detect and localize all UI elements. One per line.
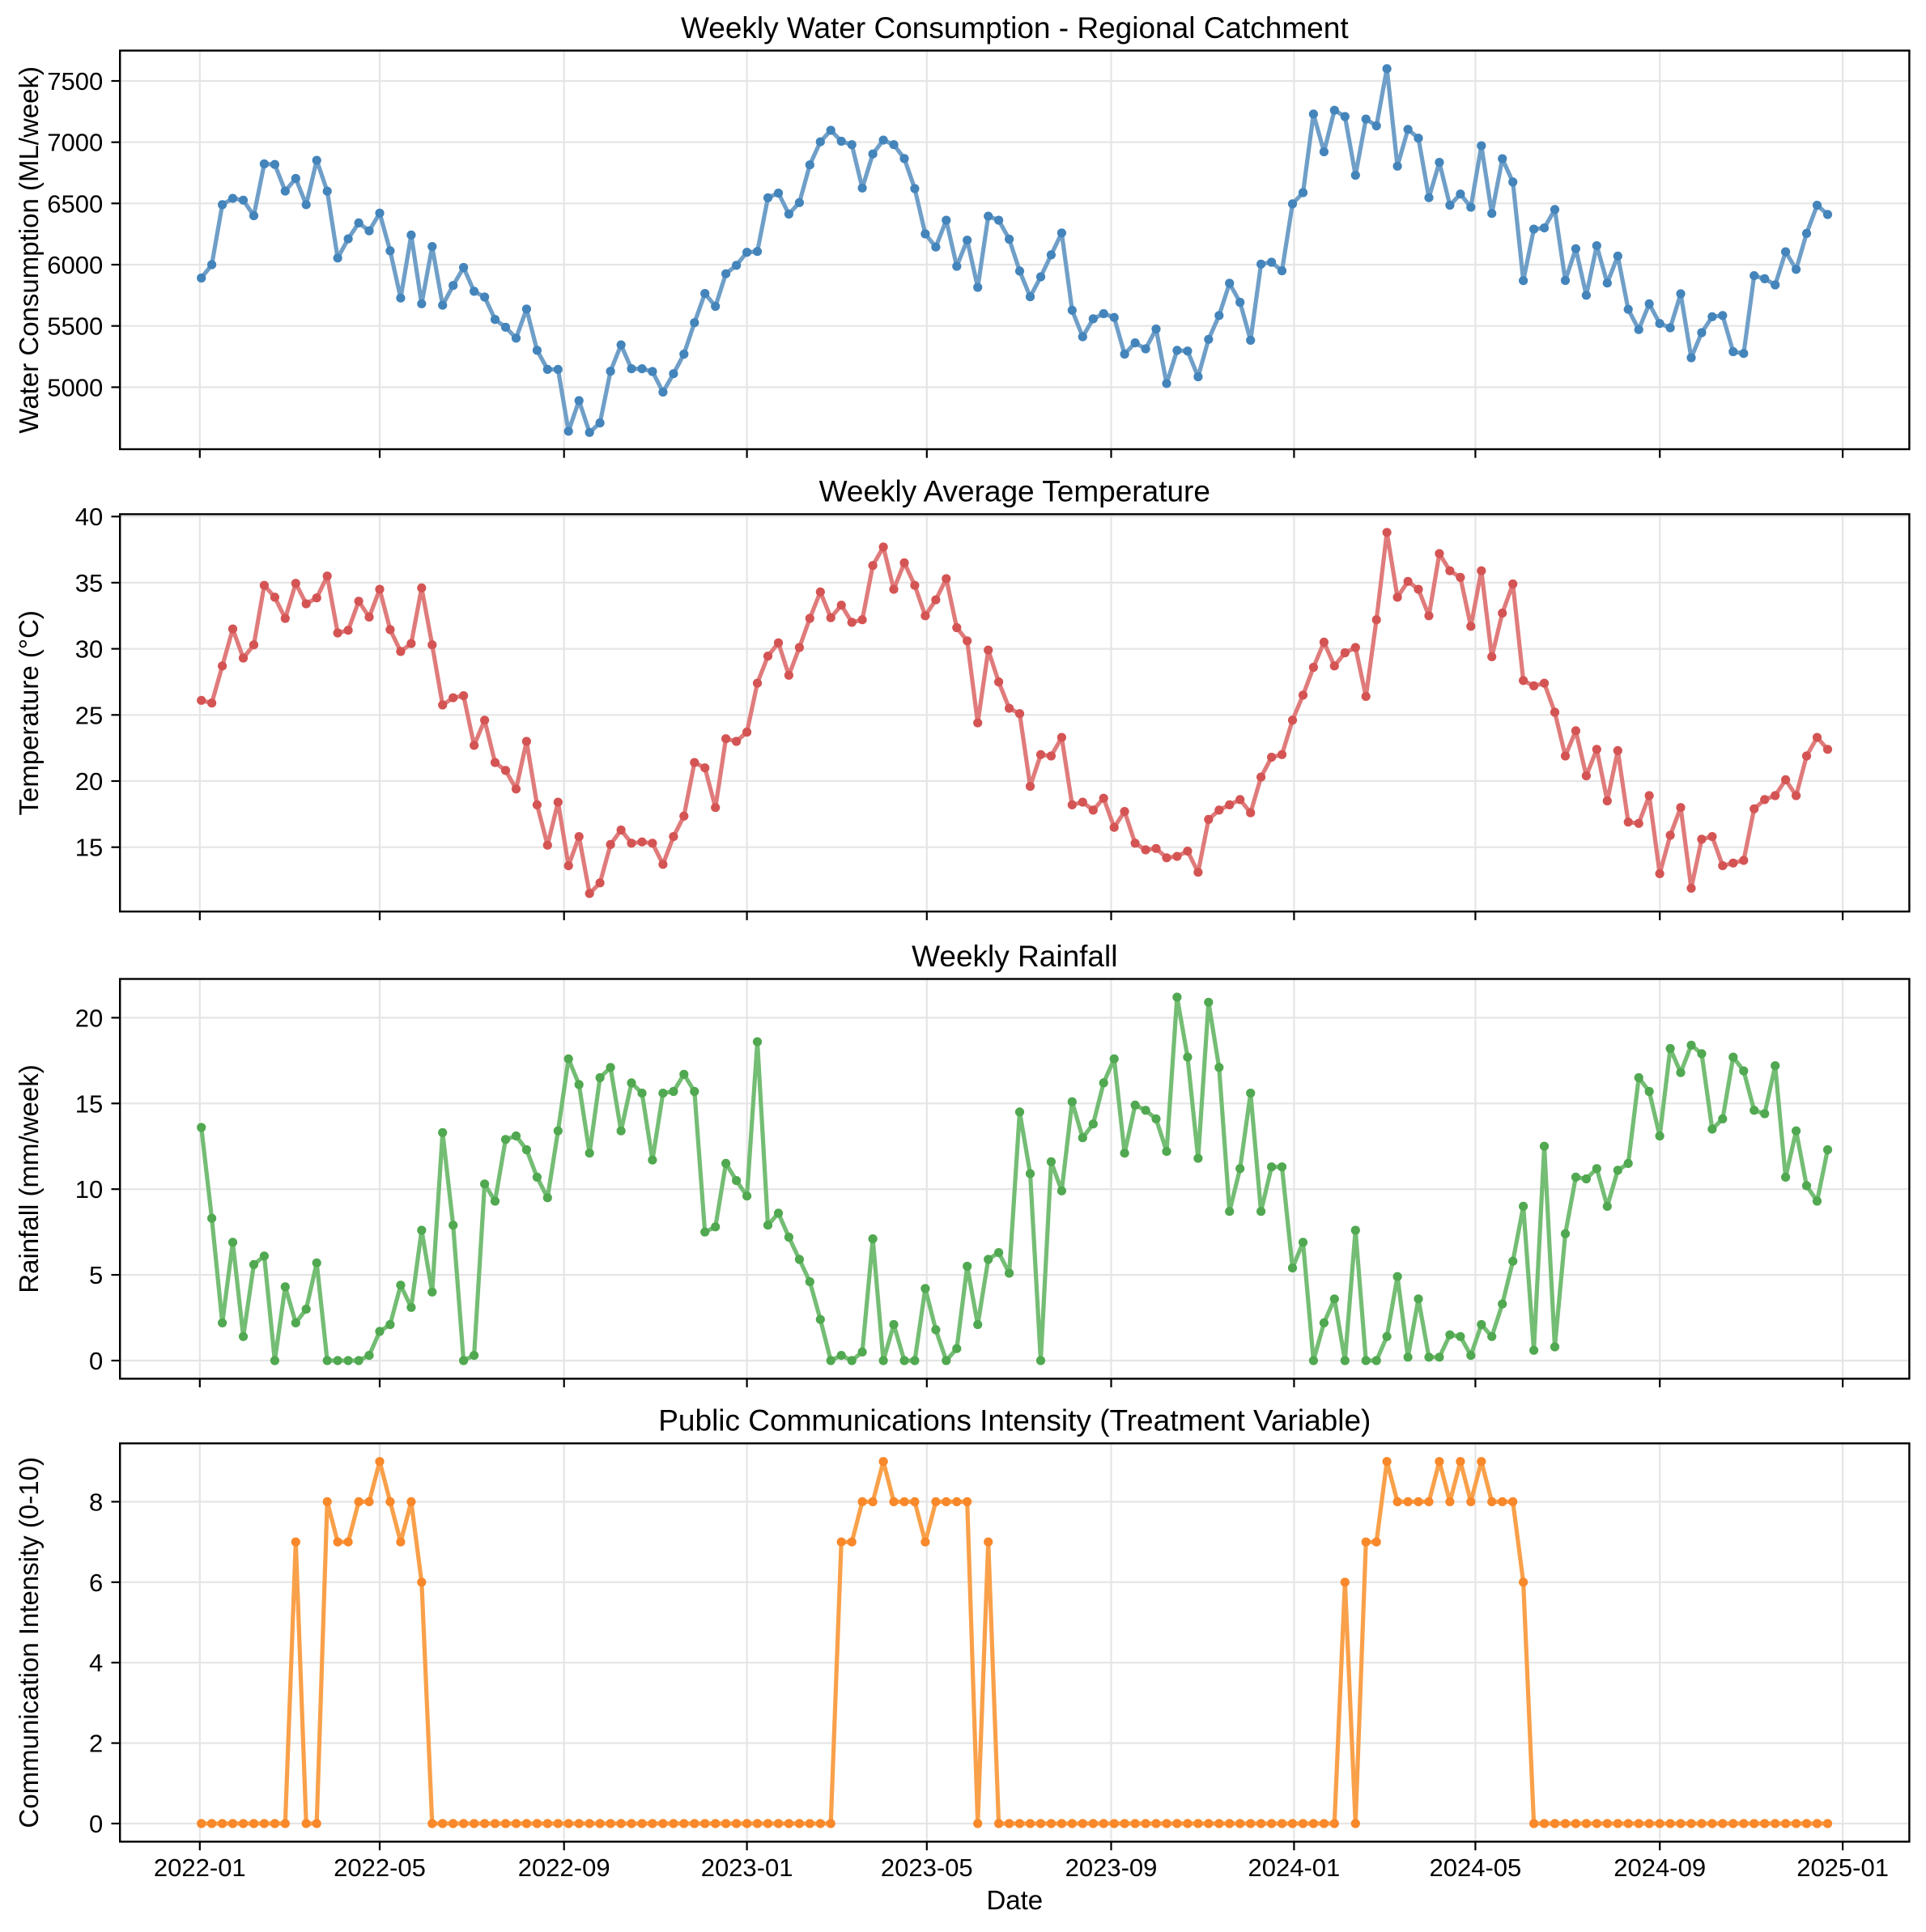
svg-text:6000: 6000 bbox=[47, 251, 103, 279]
svg-text:Weekly Rainfall: Weekly Rainfall bbox=[912, 940, 1117, 973]
svg-text:10: 10 bbox=[75, 1175, 103, 1204]
svg-text:15: 15 bbox=[75, 1089, 103, 1118]
svg-text:5000: 5000 bbox=[47, 373, 103, 401]
svg-text:0: 0 bbox=[89, 1347, 103, 1375]
svg-text:6500: 6500 bbox=[47, 189, 103, 218]
svg-text:5: 5 bbox=[89, 1261, 103, 1289]
svg-text:8: 8 bbox=[89, 1488, 103, 1516]
svg-text:Weekly Water Consumption - Reg: Weekly Water Consumption - Regional Catc… bbox=[681, 11, 1349, 45]
svg-text:2: 2 bbox=[89, 1730, 103, 1758]
svg-text:4: 4 bbox=[89, 1649, 103, 1677]
svg-text:5500: 5500 bbox=[47, 312, 103, 341]
svg-text:7500: 7500 bbox=[47, 67, 103, 96]
svg-text:2022-09: 2022-09 bbox=[518, 1853, 610, 1882]
svg-text:25: 25 bbox=[75, 701, 103, 729]
svg-text:30: 30 bbox=[75, 635, 103, 664]
svg-text:Public Communications Intensit: Public Communications Intensity (Treatme… bbox=[658, 1404, 1371, 1437]
svg-text:2022-01: 2022-01 bbox=[154, 1853, 246, 1882]
svg-text:Temperature (°C): Temperature (°C) bbox=[14, 610, 44, 815]
svg-text:0: 0 bbox=[89, 1810, 103, 1838]
svg-text:2023-05: 2023-05 bbox=[881, 1853, 973, 1882]
svg-text:7000: 7000 bbox=[47, 129, 103, 157]
svg-text:2023-09: 2023-09 bbox=[1065, 1853, 1158, 1882]
svg-text:6: 6 bbox=[89, 1569, 103, 1597]
svg-text:Communication Intensity (0-10): Communication Intensity (0-10) bbox=[14, 1457, 44, 1828]
svg-text:2023-01: 2023-01 bbox=[701, 1853, 793, 1882]
svg-text:Weekly Average Temperature: Weekly Average Temperature bbox=[819, 475, 1210, 508]
svg-text:2022-05: 2022-05 bbox=[334, 1853, 426, 1882]
svg-text:35: 35 bbox=[75, 569, 103, 597]
svg-text:20: 20 bbox=[75, 1004, 103, 1032]
svg-text:2024-05: 2024-05 bbox=[1430, 1853, 1522, 1882]
svg-text:40: 40 bbox=[75, 503, 103, 531]
svg-text:20: 20 bbox=[75, 767, 103, 796]
svg-text:2024-09: 2024-09 bbox=[1614, 1853, 1706, 1882]
svg-text:Water Consumption (ML/week): Water Consumption (ML/week) bbox=[14, 66, 44, 434]
svg-text:2025-01: 2025-01 bbox=[1796, 1853, 1889, 1882]
svg-text:2024-01: 2024-01 bbox=[1248, 1853, 1341, 1882]
svg-text:Rainfall (mm/week): Rainfall (mm/week) bbox=[14, 1064, 44, 1293]
svg-text:Date: Date bbox=[986, 1885, 1043, 1915]
svg-text:15: 15 bbox=[75, 834, 103, 862]
